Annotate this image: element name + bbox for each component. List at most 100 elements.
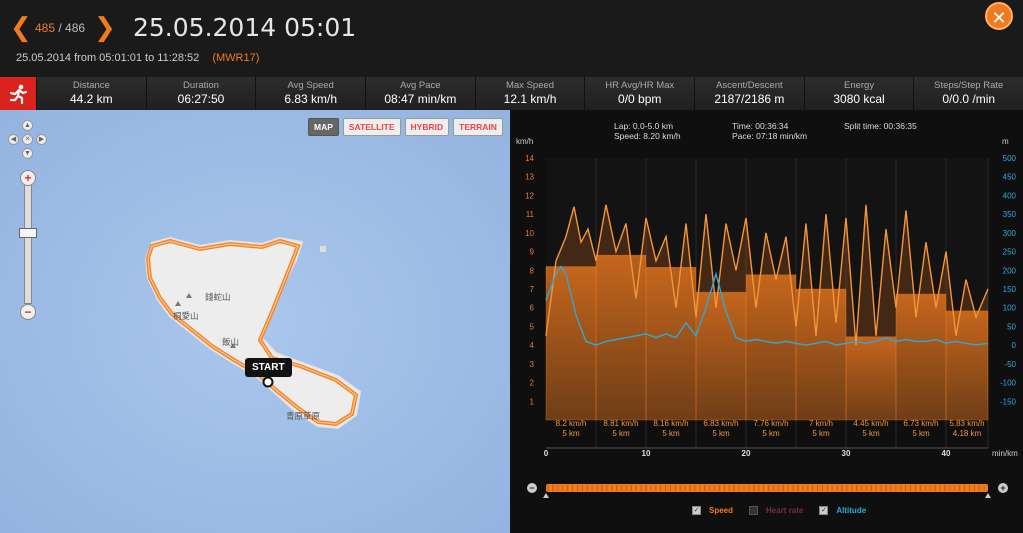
y-right-tick-label: 300 xyxy=(1003,229,1017,238)
y-right-tick-label: 350 xyxy=(1003,210,1017,219)
y-left-tick-label: 10 xyxy=(525,229,534,238)
y-right-tick-label: 450 xyxy=(1003,173,1017,182)
speed-area xyxy=(546,204,988,420)
pan-right-icon[interactable]: ▶ xyxy=(36,134,47,145)
split-distance-label: 5 km xyxy=(662,429,680,438)
y-right-tick-label: 150 xyxy=(1003,285,1017,294)
split-distance-label: 5 km xyxy=(562,429,580,438)
split-speed-label: 5.83 km/h xyxy=(949,419,984,428)
split-speed-label: 8.2 km/h xyxy=(556,419,587,428)
total-count: / 486 xyxy=(58,21,86,35)
running-icon xyxy=(0,77,36,110)
stat-avg-speed: Avg Speed 6.83 km/h xyxy=(255,77,365,110)
y-right-tick-label: -100 xyxy=(1000,379,1017,388)
map-canvas xyxy=(0,110,510,533)
zoom-track[interactable] xyxy=(24,184,32,304)
pan-control[interactable]: ▲ ◀ ✕ ▶ ▼ xyxy=(8,120,48,160)
zoom-control[interactable]: + − xyxy=(18,170,38,320)
start-label: START xyxy=(245,358,292,377)
split-speed-label: 7.76 km/h xyxy=(753,419,788,428)
y-left-tick-label: 4 xyxy=(530,341,535,350)
y-right-tick-label: 400 xyxy=(1003,191,1017,200)
legend-altitude[interactable]: ✓ Altitude xyxy=(819,506,866,515)
close-icon[interactable]: ✕ xyxy=(985,2,1013,30)
split-bar xyxy=(645,266,697,421)
stat-label: Steps/Step Rate xyxy=(934,80,1004,91)
speed-line xyxy=(545,204,989,346)
map-type-map[interactable]: MAP xyxy=(308,118,339,136)
y-right-tick-label: -150 xyxy=(1000,397,1017,406)
x-tick-label: 30 xyxy=(842,449,851,458)
pan-up-icon[interactable]: ▲ xyxy=(22,120,33,131)
stat-distance: Distance 44.2 km xyxy=(36,77,146,110)
stat-value: 12.1 km/h xyxy=(503,92,557,106)
map-type-switcher: MAP SATELLITE HYBRID TERRAIN xyxy=(308,118,503,136)
split-distance-label: 5 km xyxy=(712,429,730,438)
chevron-left-icon[interactable]: ❮ xyxy=(10,12,32,42)
pan-left-icon[interactable]: ◀ xyxy=(8,134,19,145)
y-left-tick-label: 6 xyxy=(530,304,535,313)
stat-label: Energy xyxy=(843,80,875,91)
stat-energy: Energy 3080 kcal xyxy=(803,77,914,110)
split-distance-label: 4.18 km xyxy=(953,429,982,438)
stat-value: 3080 kcal xyxy=(833,92,885,106)
y-right-tick-label: 500 xyxy=(1003,154,1017,163)
split-distance-label: 5 km xyxy=(862,429,880,438)
place-label: 青原草原 xyxy=(286,412,321,422)
activity-counter: 485 / 486 xyxy=(35,21,85,35)
split-speed-label: 7 km/h xyxy=(809,419,833,428)
legend-speed[interactable]: ✓ Speed xyxy=(692,506,733,515)
zoom-out-icon[interactable]: − xyxy=(20,304,36,320)
stat-max-speed: Max Speed 12.1 km/h xyxy=(474,77,585,110)
pan-center-icon[interactable]: ✕ xyxy=(22,134,33,145)
pan-down-icon[interactable]: ▼ xyxy=(22,148,33,159)
route-map[interactable]: 錢蛇山 桐愛山 飯山 青原草原 START ▲ ◀ ✕ ▶ ▼ + − MAP … xyxy=(0,110,510,533)
split-speed-label: 8.16 km/h xyxy=(653,419,688,428)
slider-handle-right xyxy=(985,493,991,498)
y-right-tick-label: 250 xyxy=(1003,248,1017,257)
stat-label: Duration xyxy=(183,80,219,91)
zoom-in-icon[interactable]: + xyxy=(20,170,36,186)
split-distance-label: 5 km xyxy=(812,429,830,438)
check-icon[interactable]: ✓ xyxy=(819,506,829,515)
range-slider-track xyxy=(546,484,988,492)
header: ❮ 485 / 486 ❯ 25.05.2014 05:01 25.05.201… xyxy=(0,0,1023,77)
unchecked-icon[interactable] xyxy=(749,506,759,515)
split-distance-label: 5 km xyxy=(612,429,630,438)
slider-handle-left xyxy=(543,493,549,498)
legend-label: Speed xyxy=(709,506,734,515)
stat-label: Avg Pace xyxy=(400,80,441,91)
legend-heart-rate[interactable]: Heart rate xyxy=(749,506,803,515)
time-info: Time: 00:36:34 Pace: 07:18 min/km xyxy=(732,121,807,141)
stats-bar: Distance 44.2 km Duration 06:27:50 Avg Spe… xyxy=(0,77,1023,110)
map-type-terrain[interactable]: TERRAIN xyxy=(453,118,503,136)
y-left-tick-label: 8 xyxy=(530,266,535,275)
chevron-right-icon[interactable]: ❯ xyxy=(94,12,116,42)
y-left-axis-label: km/h xyxy=(516,137,533,146)
stat-avg-pace: Avg Pace 08:47 min/km xyxy=(365,77,475,110)
device-name: (MWR17) xyxy=(212,52,260,64)
zoom-slider-thumb[interactable] xyxy=(19,228,37,238)
y-left-tick-label: 5 xyxy=(530,322,535,331)
split-speed-label: 6.83 km/h xyxy=(703,419,738,428)
y-left-tick-label: 2 xyxy=(530,379,535,388)
y-left-tick-label: 11 xyxy=(526,210,535,219)
x-axis-unit: min/km xyxy=(992,449,1018,458)
current-index: 485 xyxy=(35,21,56,35)
stat-steps: Steps/Step Rate 0/0.0 /min xyxy=(913,77,1023,110)
map-type-hybrid[interactable]: HYBRID xyxy=(404,118,450,136)
speed-altitude-chart[interactable]: 1234567891011121314km/h-150-100-50050100… xyxy=(512,110,1023,533)
stat-label: Distance xyxy=(72,80,110,91)
split-distance-label: 5 km xyxy=(762,429,780,438)
split-bar xyxy=(895,293,947,421)
chart-legend: ✓ Speed Heart rate ✓ Altitude xyxy=(692,506,866,515)
legend-label: Heart rate xyxy=(766,506,804,515)
stat-duration: Duration 06:27:50 xyxy=(145,77,256,110)
y-left-tick-label: 7 xyxy=(530,285,535,294)
y-right-tick-label: 0 xyxy=(1012,341,1017,350)
map-type-satellite[interactable]: SATELLITE xyxy=(342,118,401,136)
split-speed-label: 6.73 km/h xyxy=(903,419,938,428)
minus-glyph: − xyxy=(529,483,534,493)
check-icon[interactable]: ✓ xyxy=(692,506,701,515)
activity-subtitle: 25.05.2014 from 05:01:01 to 11:28:52 (MW… xyxy=(16,52,259,64)
